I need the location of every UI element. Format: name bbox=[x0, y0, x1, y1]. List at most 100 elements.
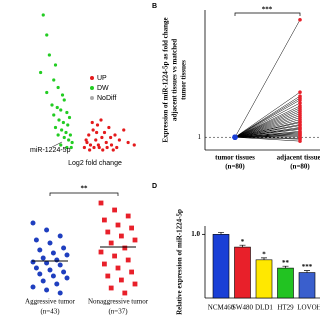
bar bbox=[234, 246, 251, 299]
point bbox=[105, 145, 109, 150]
significance-bracket bbox=[49, 192, 119, 196]
point bbox=[50, 103, 54, 107]
point bbox=[52, 113, 56, 117]
point bbox=[98, 249, 104, 255]
pair-line bbox=[234, 109, 301, 138]
point bbox=[57, 118, 61, 122]
pair-line bbox=[234, 122, 301, 138]
significance: * bbox=[262, 251, 266, 259]
pair-line bbox=[234, 129, 301, 138]
point bbox=[39, 70, 43, 75]
point bbox=[53, 125, 58, 130]
point bbox=[132, 237, 138, 243]
pair-line bbox=[234, 105, 301, 138]
x-tick-label: LOVO bbox=[297, 304, 316, 312]
point bbox=[107, 125, 111, 130]
point bbox=[96, 143, 100, 147]
point bbox=[62, 135, 66, 140]
point bbox=[113, 133, 117, 137]
point bbox=[298, 139, 302, 143]
point bbox=[52, 78, 56, 82]
point bbox=[111, 148, 115, 152]
y-axis-label: Expression of miR-1224-5p as fold change bbox=[162, 17, 170, 142]
point bbox=[104, 140, 108, 145]
error-bar bbox=[282, 265, 289, 269]
point bbox=[109, 143, 114, 147]
point bbox=[108, 285, 114, 291]
x-tick-label: DLD1 bbox=[255, 304, 273, 312]
bar bbox=[255, 259, 273, 299]
significance: *** bbox=[262, 6, 273, 14]
point bbox=[37, 271, 43, 277]
point bbox=[57, 262, 63, 268]
point bbox=[100, 135, 104, 140]
x-tick-note: (n=37) bbox=[108, 308, 128, 316]
x-tick-label: adjacent tissues bbox=[277, 154, 320, 162]
point bbox=[122, 245, 128, 251]
pair-line bbox=[234, 97, 301, 138]
point bbox=[44, 287, 50, 293]
point bbox=[105, 273, 111, 279]
panel-label: D bbox=[152, 183, 157, 190]
point bbox=[126, 140, 130, 145]
point bbox=[30, 284, 36, 290]
point bbox=[47, 267, 53, 273]
error-bar bbox=[218, 232, 224, 235]
x-tick-label: HT29 bbox=[277, 304, 294, 312]
legend-swatch bbox=[90, 76, 94, 80]
point bbox=[67, 138, 71, 142]
legend-swatch bbox=[90, 86, 94, 90]
legend-swatch bbox=[90, 96, 94, 100]
bar bbox=[298, 272, 316, 299]
point bbox=[125, 257, 131, 263]
bar bbox=[277, 267, 294, 299]
point bbox=[298, 98, 302, 102]
x-tick-label: tumor tissues bbox=[215, 154, 255, 162]
point bbox=[298, 101, 302, 105]
point bbox=[40, 278, 46, 284]
point bbox=[62, 98, 66, 102]
x-tick-label: SW480 bbox=[232, 304, 254, 312]
x-tick-note: (n=43) bbox=[40, 308, 60, 316]
point bbox=[67, 115, 72, 120]
point bbox=[85, 140, 89, 145]
point bbox=[129, 225, 134, 231]
pair-line bbox=[234, 111, 301, 138]
point bbox=[47, 240, 53, 246]
point bbox=[56, 85, 60, 90]
point bbox=[54, 281, 60, 287]
legend-label: UP bbox=[97, 75, 107, 82]
pair-line bbox=[234, 113, 301, 138]
point bbox=[33, 265, 39, 271]
point bbox=[61, 269, 67, 275]
point bbox=[50, 250, 56, 256]
point bbox=[298, 90, 302, 94]
point bbox=[54, 257, 60, 263]
point bbox=[95, 123, 100, 127]
point bbox=[65, 110, 69, 115]
point bbox=[33, 237, 39, 243]
pair-line bbox=[234, 99, 301, 138]
point bbox=[112, 253, 117, 259]
point bbox=[69, 145, 73, 150]
significance: ** bbox=[81, 185, 89, 193]
point bbox=[57, 290, 63, 296]
x-tick-label: HCT116 bbox=[316, 304, 320, 312]
point bbox=[47, 53, 51, 57]
point bbox=[298, 17, 302, 22]
point bbox=[50, 273, 56, 279]
point bbox=[60, 128, 64, 132]
point bbox=[115, 222, 121, 228]
point bbox=[88, 143, 93, 147]
x-tick-label: Aggressive tumor bbox=[25, 298, 76, 306]
point bbox=[44, 227, 50, 233]
x-tick-note: (n=80) bbox=[290, 163, 310, 171]
pair-line bbox=[234, 107, 301, 138]
point bbox=[68, 133, 72, 137]
x-tick-note: (n=80) bbox=[225, 163, 245, 171]
legend-label: DW bbox=[97, 85, 109, 92]
pair-line bbox=[234, 19, 301, 138]
point bbox=[122, 128, 126, 132]
point bbox=[232, 134, 238, 140]
